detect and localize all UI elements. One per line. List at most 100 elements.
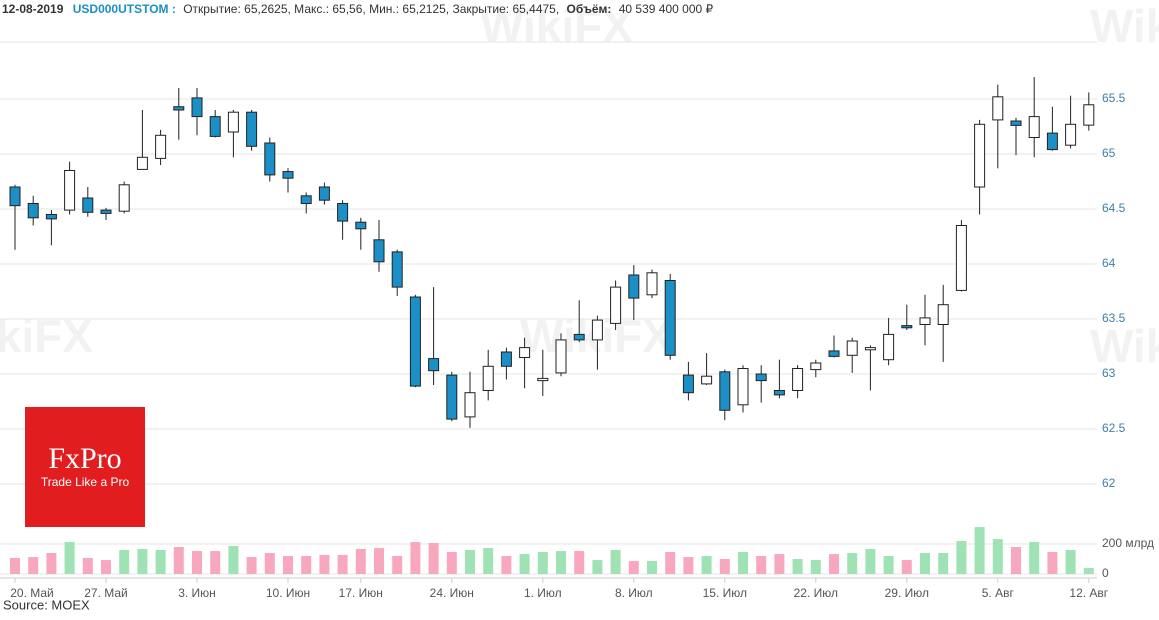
y-tick-label: 62 bbox=[1102, 476, 1116, 490]
candle-body bbox=[955, 225, 967, 291]
x-tick-label: 24. Июн bbox=[430, 586, 474, 600]
x-tick-label: 20. Май bbox=[10, 586, 54, 600]
x-tick-label: 27. Май bbox=[84, 586, 128, 600]
candle-body bbox=[864, 347, 876, 351]
candle-body bbox=[974, 123, 986, 188]
candle-body bbox=[755, 373, 767, 382]
candle-body bbox=[428, 358, 440, 372]
x-tick-label: 5. Авг bbox=[982, 586, 1015, 600]
plot: 62 62.5 63 63.5 64 64.5 65 65.5 0 200 млрд 20. Май… bbox=[0, 41, 1154, 600]
volume-bar bbox=[701, 556, 712, 574]
candle-body bbox=[500, 351, 512, 367]
candle-body bbox=[337, 203, 349, 222]
slogan: Trade Like a Pro bbox=[41, 475, 130, 489]
volume-bar bbox=[738, 551, 748, 574]
candle-body bbox=[82, 197, 94, 213]
volume-bar bbox=[719, 559, 730, 574]
volume-bar bbox=[556, 551, 566, 574]
candle-body bbox=[519, 347, 531, 359]
volume-bar bbox=[210, 551, 221, 574]
candle-body bbox=[155, 134, 167, 159]
logo-box bbox=[25, 407, 145, 527]
x-tick-label: 15. Июл bbox=[703, 586, 747, 600]
volume-bar bbox=[319, 554, 330, 574]
candle-body bbox=[64, 170, 76, 211]
volume-bar bbox=[683, 557, 694, 574]
candle-body bbox=[409, 296, 421, 387]
volume-bar bbox=[992, 539, 1003, 574]
volume-bar bbox=[483, 548, 494, 574]
candle-body bbox=[1083, 104, 1095, 126]
y-tick-label: 64.5 bbox=[1102, 201, 1126, 215]
volume-bar bbox=[64, 542, 75, 574]
x-tick-label: 12. Авг bbox=[1069, 586, 1108, 600]
candle-body bbox=[682, 374, 694, 394]
volume-bar bbox=[82, 557, 93, 574]
header-volume: 40 539 400 000 ₽ bbox=[619, 2, 714, 16]
watermark: WikiFX bbox=[0, 310, 93, 362]
candle-body bbox=[373, 239, 385, 263]
volume-bar bbox=[192, 551, 202, 574]
volume-bar bbox=[155, 550, 166, 574]
candle-body bbox=[792, 368, 804, 391]
candle-body bbox=[701, 375, 713, 385]
volume-bar bbox=[901, 560, 912, 574]
volume-bar bbox=[1011, 547, 1021, 574]
volume-bar bbox=[1083, 568, 1094, 574]
x-tick-label: 1. Июл bbox=[524, 586, 562, 600]
x-tick-label: 29. Июл bbox=[885, 586, 929, 600]
volume-bar bbox=[756, 556, 767, 574]
candle-body bbox=[1010, 120, 1022, 126]
volume-bar bbox=[101, 560, 111, 574]
candle-body bbox=[136, 156, 148, 170]
volume-bar bbox=[264, 553, 275, 574]
candle-body bbox=[446, 374, 458, 420]
volume-bar bbox=[428, 542, 439, 574]
volume-bar bbox=[465, 550, 475, 574]
volume-bar bbox=[1047, 551, 1058, 574]
candle-body bbox=[118, 184, 130, 212]
candle-body bbox=[300, 195, 312, 205]
volume-bar bbox=[137, 548, 148, 574]
volume-bar bbox=[446, 551, 457, 574]
y-tick-label: 63 bbox=[1102, 366, 1116, 380]
candle-body bbox=[464, 392, 476, 418]
y-tick-label: 63.5 bbox=[1102, 311, 1126, 325]
candle-body bbox=[191, 97, 203, 118]
candle-body bbox=[45, 214, 57, 220]
header: 12-08-2019 USD000UTSTOM : Открытие: 65,2… bbox=[2, 2, 713, 16]
volume-bar bbox=[374, 548, 384, 574]
candle-body bbox=[664, 280, 676, 356]
candle-body bbox=[810, 362, 822, 371]
volume-bar bbox=[956, 541, 967, 574]
candle-body bbox=[173, 106, 185, 111]
volume-bar bbox=[647, 560, 657, 574]
candle-body bbox=[355, 221, 367, 230]
candle-body bbox=[246, 111, 258, 147]
volume-bar bbox=[628, 560, 639, 574]
header-prices: Открытие: 65,2625, Макс.: 65,56, Мин.: 6… bbox=[183, 2, 559, 16]
candle-body bbox=[591, 319, 603, 341]
volume-bar bbox=[865, 548, 876, 574]
volume-bar bbox=[355, 548, 366, 574]
header-ticker: USD000UTSTOM : bbox=[73, 2, 176, 16]
y-tick-label: 62.5 bbox=[1102, 421, 1126, 435]
candle-body bbox=[719, 371, 731, 411]
watermark: WikiFX bbox=[1090, 320, 1159, 372]
x-tick-label: 8. Июл bbox=[615, 586, 653, 600]
watermark: WikiFX bbox=[480, 0, 633, 52]
candle-body bbox=[264, 142, 276, 176]
volume-bar bbox=[1029, 542, 1040, 574]
volume-bar bbox=[10, 557, 20, 574]
volume-bar bbox=[810, 560, 821, 574]
volume-bar bbox=[392, 556, 403, 574]
volume-bar bbox=[938, 553, 949, 574]
volume-bar bbox=[119, 550, 130, 574]
candle-body bbox=[537, 377, 549, 382]
candle-body bbox=[828, 350, 840, 357]
candle-body bbox=[992, 96, 1004, 121]
volume-bar bbox=[610, 550, 621, 574]
candle-body bbox=[227, 111, 239, 133]
candle-body bbox=[773, 390, 785, 396]
candle-body bbox=[919, 317, 931, 325]
